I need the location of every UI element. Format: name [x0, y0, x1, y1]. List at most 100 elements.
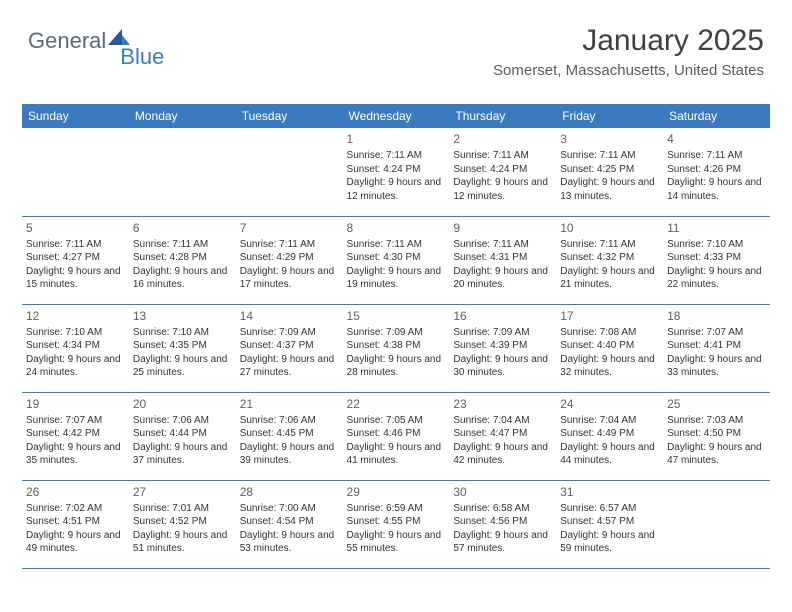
daylight-line: Daylight: 9 hours and 12 minutes. [347, 176, 446, 203]
calendar-day-cell: 16Sunrise: 7:09 AMSunset: 4:39 PMDayligh… [449, 304, 556, 392]
daylight-line: Daylight: 9 hours and 25 minutes. [133, 353, 232, 380]
weekday-header: Sunday [22, 104, 129, 128]
calendar-day-cell: 2Sunrise: 7:11 AMSunset: 4:24 PMDaylight… [449, 128, 556, 216]
daylight-line: Daylight: 9 hours and 21 minutes. [560, 265, 659, 292]
day-number: 29 [347, 484, 446, 500]
daylight-line: Daylight: 9 hours and 17 minutes. [240, 265, 339, 292]
daylight-line: Daylight: 9 hours and 42 minutes. [453, 441, 552, 468]
calendar-empty-cell [129, 128, 236, 216]
sunrise-line: Sunrise: 6:58 AM [453, 502, 552, 516]
day-number: 16 [453, 308, 552, 324]
daylight-line: Daylight: 9 hours and 20 minutes. [453, 265, 552, 292]
daylight-line: Daylight: 9 hours and 32 minutes. [560, 353, 659, 380]
sunrise-line: Sunrise: 7:11 AM [133, 238, 232, 252]
day-number: 28 [240, 484, 339, 500]
daylight-line: Daylight: 9 hours and 37 minutes. [133, 441, 232, 468]
sunset-line: Sunset: 4:24 PM [453, 163, 552, 177]
calendar-table: SundayMondayTuesdayWednesdayThursdayFrid… [22, 104, 770, 569]
calendar-day-cell: 22Sunrise: 7:05 AMSunset: 4:46 PMDayligh… [343, 392, 450, 480]
logo-text-blue: Blue [120, 44, 164, 70]
sunset-line: Sunset: 4:30 PM [347, 251, 446, 265]
calendar-day-cell: 29Sunrise: 6:59 AMSunset: 4:55 PMDayligh… [343, 480, 450, 568]
month-title: January 2025 [493, 24, 764, 58]
sunset-line: Sunset: 4:28 PM [133, 251, 232, 265]
sunset-line: Sunset: 4:41 PM [667, 339, 766, 353]
sunrise-line: Sunrise: 7:11 AM [240, 238, 339, 252]
sunrise-line: Sunrise: 7:11 AM [453, 238, 552, 252]
day-number: 20 [133, 396, 232, 412]
day-number: 13 [133, 308, 232, 324]
calendar-day-cell: 14Sunrise: 7:09 AMSunset: 4:37 PMDayligh… [236, 304, 343, 392]
sunset-line: Sunset: 4:38 PM [347, 339, 446, 353]
calendar-header-row: SundayMondayTuesdayWednesdayThursdayFrid… [22, 104, 770, 128]
daylight-line: Daylight: 9 hours and 41 minutes. [347, 441, 446, 468]
sunrise-line: Sunrise: 7:01 AM [133, 502, 232, 516]
sunrise-line: Sunrise: 7:00 AM [240, 502, 339, 516]
day-number: 25 [667, 396, 766, 412]
day-number: 30 [453, 484, 552, 500]
calendar-day-cell: 15Sunrise: 7:09 AMSunset: 4:38 PMDayligh… [343, 304, 450, 392]
calendar-day-cell: 5Sunrise: 7:11 AMSunset: 4:27 PMDaylight… [22, 216, 129, 304]
day-number: 9 [453, 220, 552, 236]
day-number: 21 [240, 396, 339, 412]
calendar-day-cell: 13Sunrise: 7:10 AMSunset: 4:35 PMDayligh… [129, 304, 236, 392]
location: Somerset, Massachusetts, United States [493, 62, 764, 79]
sunset-line: Sunset: 4:55 PM [347, 515, 446, 529]
sunrise-line: Sunrise: 7:07 AM [667, 326, 766, 340]
sunset-line: Sunset: 4:56 PM [453, 515, 552, 529]
sunrise-line: Sunrise: 7:04 AM [453, 414, 552, 428]
calendar-day-cell: 19Sunrise: 7:07 AMSunset: 4:42 PMDayligh… [22, 392, 129, 480]
sunset-line: Sunset: 4:52 PM [133, 515, 232, 529]
sunrise-line: Sunrise: 7:11 AM [560, 238, 659, 252]
calendar-day-cell: 1Sunrise: 7:11 AMSunset: 4:24 PMDaylight… [343, 128, 450, 216]
day-number: 2 [453, 131, 552, 147]
sunrise-line: Sunrise: 7:11 AM [26, 238, 125, 252]
sunrise-line: Sunrise: 7:04 AM [560, 414, 659, 428]
sunrise-line: Sunrise: 7:11 AM [347, 149, 446, 163]
calendar-day-cell: 6Sunrise: 7:11 AMSunset: 4:28 PMDaylight… [129, 216, 236, 304]
daylight-line: Daylight: 9 hours and 39 minutes. [240, 441, 339, 468]
sunrise-line: Sunrise: 7:08 AM [560, 326, 659, 340]
calendar-day-cell: 25 Sunrise: 7:03 AMSunset: 4:50 PMDayligh… [663, 392, 770, 480]
weekday-header: Tuesday [236, 104, 343, 128]
daylight-line: Daylight: 9 hours and 47 minutes. [667, 441, 766, 468]
daylight-line: Daylight: 9 hours and 13 minutes. [560, 176, 659, 203]
calendar-day-cell: 23 Sunrise: 7:04 AMSunset: 4:47 PMDayligh… [449, 392, 556, 480]
weekday-header: Thursday [449, 104, 556, 128]
calendar-day-cell: 26Sunrise: 7:02 AMSunset: 4:51 PMDayligh… [22, 480, 129, 568]
sunrise-line: Sunrise: 7:02 AM [26, 502, 125, 516]
calendar-day-cell: 24Sunrise: 7:04 AMSunset: 4:49 PMDayligh… [556, 392, 663, 480]
calendar-day-cell: 12Sunrise: 7:10 AMSunset: 4:34 PMDayligh… [22, 304, 129, 392]
calendar-day-cell: 11Sunrise: 7:10 AMSunset: 4:33 PMDayligh… [663, 216, 770, 304]
day-number: 12 [26, 308, 125, 324]
sunrise-line: Sunrise: 7:10 AM [133, 326, 232, 340]
sunset-line: Sunset: 4:29 PM [240, 251, 339, 265]
sunset-line: Sunset: 4:49 PM [560, 427, 659, 441]
sunset-line: Sunset: 4:47 PM [453, 427, 552, 441]
day-number: 24 [560, 396, 659, 412]
daylight-line: Daylight: 9 hours and 24 minutes. [26, 353, 125, 380]
calendar-empty-cell [663, 480, 770, 568]
sunset-line: Sunset: 4:37 PM [240, 339, 339, 353]
sunset-line: Sunset: 4:50 PM [667, 427, 766, 441]
daylight-line: Daylight: 9 hours and 51 minutes. [133, 529, 232, 556]
day-number: 23 [453, 396, 552, 412]
calendar-day-cell: 27Sunrise: 7:01 AMSunset: 4:52 PMDayligh… [129, 480, 236, 568]
logo-triangle-icon [108, 29, 130, 45]
sunset-line: Sunset: 4:31 PM [453, 251, 552, 265]
calendar-day-cell: 3Sunrise: 7:11 AMSunset: 4:25 PMDaylight… [556, 128, 663, 216]
calendar-week-row: 26Sunrise: 7:02 AMSunset: 4:51 PMDayligh… [22, 480, 770, 568]
sunrise-line: Sunrise: 7:03 AM [667, 414, 766, 428]
weekday-header: Wednesday [343, 104, 450, 128]
logo: General Blue [28, 28, 176, 54]
sunset-line: Sunset: 4:24 PM [347, 163, 446, 177]
day-number: 18 [667, 308, 766, 324]
calendar-day-cell: 17Sunrise: 7:08 AMSunset: 4:40 PMDayligh… [556, 304, 663, 392]
daylight-line: Daylight: 9 hours and 49 minutes. [26, 529, 125, 556]
weekday-header: Friday [556, 104, 663, 128]
sunset-line: Sunset: 4:46 PM [347, 427, 446, 441]
calendar-day-cell: 4Sunrise: 7:11 AMSunset: 4:26 PMDaylight… [663, 128, 770, 216]
day-number: 8 [347, 220, 446, 236]
header-right: January 2025 Somerset, Massachusetts, Un… [493, 24, 764, 79]
sunrise-line: Sunrise: 7:09 AM [453, 326, 552, 340]
